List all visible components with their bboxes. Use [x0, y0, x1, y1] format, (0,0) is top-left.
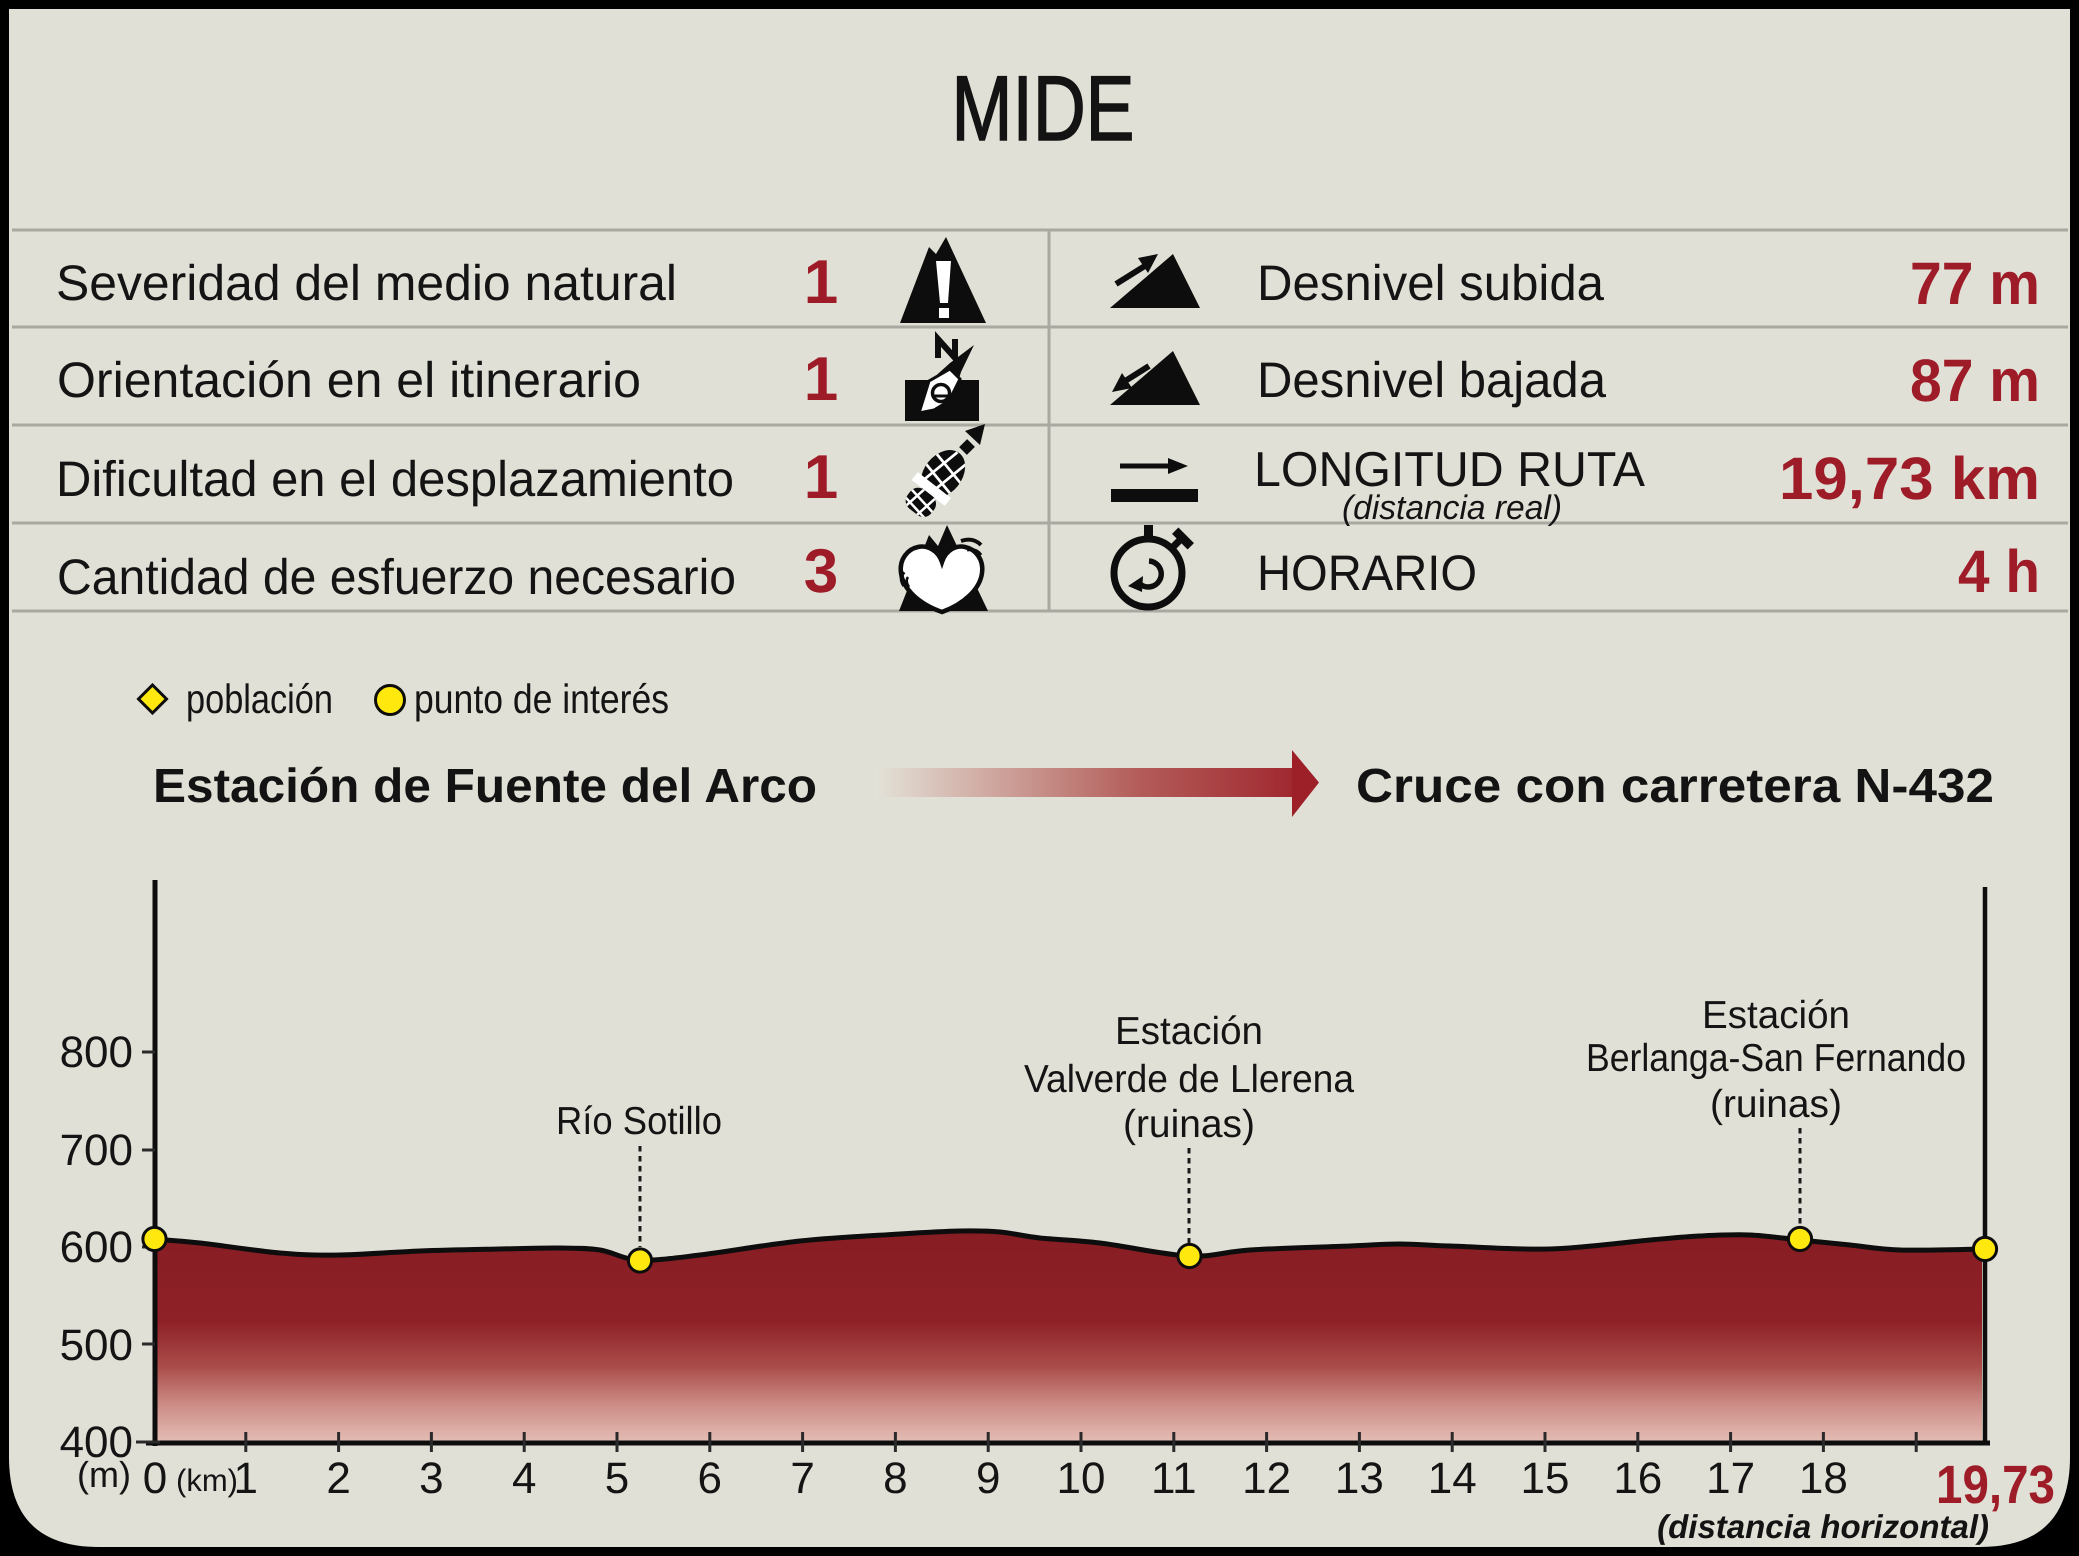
svg-text:Estación de Fuente del Arco: Estación de Fuente del Arco	[153, 760, 817, 813]
svg-text:19,73: 19,73	[1936, 1455, 2055, 1515]
svg-text:1: 1	[234, 1454, 258, 1503]
svg-text:18: 18	[1799, 1454, 1848, 1503]
svg-text:500: 500	[60, 1321, 133, 1370]
svg-text:4: 4	[512, 1454, 536, 1503]
svg-text:400: 400	[60, 1418, 133, 1467]
svg-text:600: 600	[60, 1223, 133, 1272]
svg-text:3: 3	[804, 537, 838, 606]
svg-text:17: 17	[1706, 1454, 1755, 1503]
svg-text:Desnivel bajada: Desnivel bajada	[1257, 352, 1606, 408]
svg-text:15: 15	[1521, 1454, 1570, 1503]
svg-text:9: 9	[976, 1454, 1000, 1503]
svg-text:7: 7	[790, 1454, 814, 1503]
svg-text:1: 1	[804, 248, 838, 317]
svg-text:77 m: 77 m	[1910, 250, 2040, 317]
svg-text:13: 13	[1335, 1454, 1384, 1503]
svg-text:6: 6	[698, 1454, 722, 1503]
svg-text:19,73 km: 19,73 km	[1779, 445, 2040, 512]
svg-text:HORARIO: HORARIO	[1257, 545, 1477, 601]
svg-text:14: 14	[1428, 1454, 1477, 1503]
svg-text:1: 1	[804, 345, 838, 414]
svg-text:8: 8	[883, 1454, 907, 1503]
svg-text:(distancia real): (distancia real)	[1342, 489, 1562, 527]
svg-text:Berlanga-San Fernando: Berlanga-San Fernando	[1586, 1037, 1966, 1080]
svg-text:(m): (m)	[77, 1454, 131, 1495]
svg-text:(ruinas): (ruinas)	[1123, 1103, 1255, 1146]
svg-text:punto de interés: punto de interés	[414, 676, 669, 722]
svg-text:4 h: 4 h	[1958, 538, 2040, 605]
svg-text:Desnivel subida: Desnivel subida	[1257, 255, 1604, 311]
svg-text:11: 11	[1151, 1454, 1197, 1503]
svg-text:Estación: Estación	[1115, 1010, 1263, 1053]
svg-text:Río Sotillo: Río Sotillo	[556, 1100, 722, 1143]
svg-text:Severidad del medio natural: Severidad del medio natural	[56, 255, 677, 311]
svg-text:800: 800	[60, 1028, 133, 1077]
svg-text:Valverde de Llerena: Valverde de Llerena	[1024, 1058, 1354, 1101]
svg-text:5: 5	[605, 1454, 629, 1503]
svg-text:Cantidad de esfuerzo necesario: Cantidad de esfuerzo necesario	[57, 549, 736, 605]
svg-text:(distancia horizontal): (distancia horizontal)	[1657, 1508, 1989, 1545]
svg-text:0: 0	[143, 1454, 167, 1503]
svg-text:(ruinas): (ruinas)	[1710, 1083, 1842, 1126]
svg-text:2: 2	[326, 1454, 350, 1503]
svg-text:1: 1	[804, 443, 838, 512]
svg-text:700: 700	[60, 1126, 133, 1175]
svg-text:(km): (km)	[176, 1463, 238, 1498]
svg-text:16: 16	[1613, 1454, 1662, 1503]
svg-text:Estación: Estación	[1702, 994, 1850, 1037]
svg-text:10: 10	[1057, 1454, 1106, 1503]
svg-text:87 m: 87 m	[1910, 347, 2040, 414]
svg-text:Cruce con carretera N-432: Cruce con carretera N-432	[1356, 760, 1994, 813]
svg-text:12: 12	[1242, 1454, 1291, 1503]
svg-text:LONGITUD RUTA: LONGITUD RUTA	[1254, 443, 1645, 497]
svg-text:3: 3	[419, 1454, 443, 1503]
svg-text:Orientación en el itinerario: Orientación en el itinerario	[57, 352, 641, 408]
svg-text:Dificultad en el desplazamient: Dificultad en el desplazamiento	[56, 451, 734, 507]
svg-text:MIDE: MIDE	[952, 58, 1135, 160]
svg-text:población: población	[186, 676, 333, 722]
